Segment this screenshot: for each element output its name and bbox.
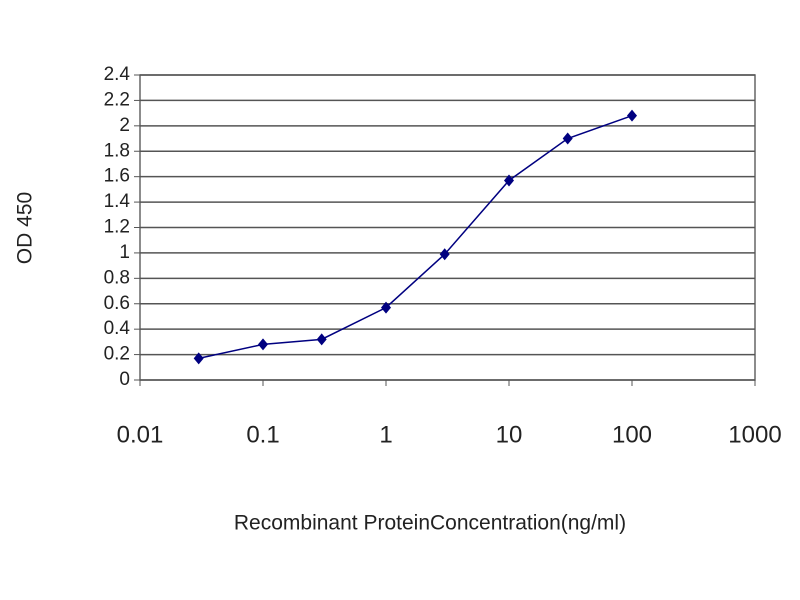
- y-tick-label: 1.2: [104, 217, 130, 238]
- data-point: [193, 352, 204, 365]
- x-axis-label: Recombinant ProteinConcentration(ng/ml): [234, 512, 626, 535]
- y-tick-label: 2.4: [104, 64, 131, 85]
- y-tick-label: 0.2: [104, 344, 130, 365]
- y-tick-label: 0.6: [104, 293, 130, 314]
- y-tick-label: 1: [119, 242, 130, 263]
- x-tick-label: 0.1: [246, 421, 279, 448]
- data-point: [316, 333, 327, 346]
- data-point: [381, 301, 391, 314]
- y-tick-label: 1.8: [104, 140, 130, 161]
- data-point: [562, 132, 573, 145]
- x-tick-label: 1000: [728, 421, 781, 448]
- line: [198, 114, 633, 360]
- x-tick-label: 10: [496, 421, 523, 448]
- x-tick-label: 100: [612, 421, 652, 448]
- y-tick-label: 0.4: [104, 318, 131, 339]
- data-point: [627, 109, 637, 122]
- y-tick-label: 2.2: [104, 89, 130, 110]
- y-tick-label: 1.4: [104, 191, 131, 212]
- y-tick-label: 0.8: [104, 267, 130, 288]
- data-point: [258, 338, 268, 351]
- y-axis-label: OD 450: [14, 192, 37, 264]
- y-tick-label: 0: [119, 369, 130, 390]
- y-tick-label: 1.6: [104, 166, 130, 187]
- x-tick-label: 1: [379, 421, 392, 448]
- x-tick-label: 0.01: [117, 421, 164, 448]
- data-point: [439, 248, 450, 261]
- y-tick-label: 2: [119, 115, 130, 136]
- data-point: [504, 174, 514, 187]
